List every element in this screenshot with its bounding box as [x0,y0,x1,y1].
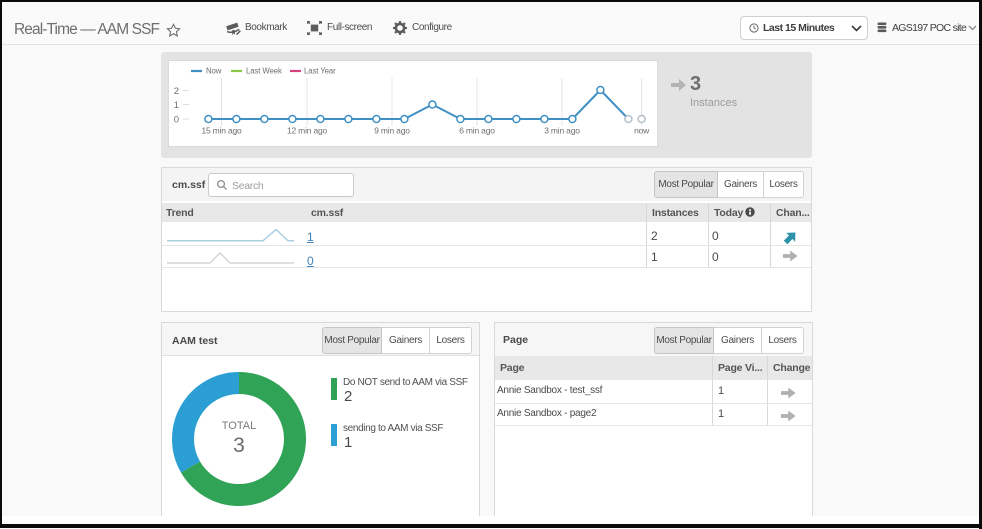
svg-text:3 min ago: 3 min ago [544,126,580,136]
svg-text:now: now [634,126,650,136]
svg-text:0: 0 [174,115,179,126]
svg-text:Last Week: Last Week [246,67,282,76]
svg-text:Last Year: Last Year [304,67,336,76]
svg-text:2: 2 [174,86,179,97]
svg-text:9 min ago: 9 min ago [374,126,410,136]
svg-text:6 min ago: 6 min ago [459,126,495,136]
svg-text:12 min ago: 12 min ago [287,126,328,136]
svg-text:1: 1 [174,100,179,111]
svg-text:Now: Now [206,67,222,76]
svg-text:15 min ago: 15 min ago [201,126,242,136]
